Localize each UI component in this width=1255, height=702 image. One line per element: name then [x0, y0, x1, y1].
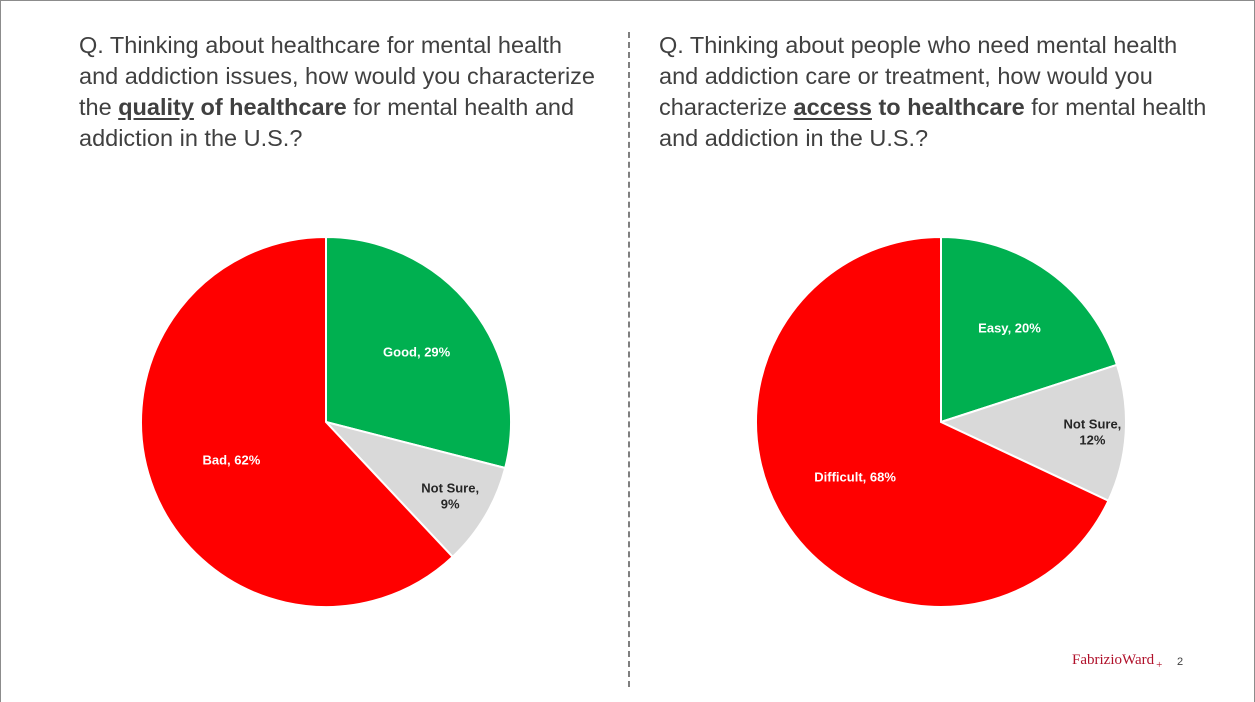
fabrizioward-logo: FabrizioWard +: [1072, 652, 1163, 671]
question-quality: Q. Thinking about healthcare for mental …: [79, 30, 599, 154]
pie-slice-good: [325, 235, 512, 470]
question-access-bold: to healthcare: [871, 94, 1025, 120]
question-access-end: for mental health and addiction in the U…: [659, 94, 1207, 151]
logo-plus: +: [1156, 659, 1163, 671]
dashed-divider: [628, 32, 630, 687]
slide-frame-top: [0, 0, 1255, 1]
slice-label-not-sure: Not Sure, 9%: [421, 480, 479, 511]
question-quality-end: for mental health and addiction in the U…: [79, 94, 575, 151]
question-quality-intro: Q. Thinking about healthcare for mental …: [79, 32, 595, 120]
pie-slice-difficult: [755, 235, 1110, 608]
pie-slice-not-sure: [938, 363, 1127, 503]
page-number: 2: [1177, 656, 1184, 668]
logo-text: FabrizioWard: [1072, 652, 1155, 668]
slice-label-not-sure: Not Sure, 12%: [1064, 417, 1122, 448]
question-access-underlined: access: [793, 94, 872, 120]
slice-label-difficult: Difficult, 68%: [814, 470, 896, 485]
slice-label-easy: Easy, 20%: [978, 321, 1041, 336]
pie-slice-bad: [140, 235, 455, 608]
question-quality-underlined: quality: [118, 94, 194, 120]
slice-label-good: Good, 29%: [383, 345, 451, 360]
slide-frame-left: [0, 0, 1, 702]
pie-slice-not-sure: [322, 420, 507, 559]
question-access-intro: Q. Thinking about people who need mental…: [659, 32, 1178, 120]
pie-slice-easy: [940, 235, 1119, 424]
question-access: Q. Thinking about people who need mental…: [659, 30, 1219, 154]
question-quality-bold: of healthcare: [193, 94, 347, 120]
slice-label-bad: Bad, 62%: [202, 452, 260, 467]
